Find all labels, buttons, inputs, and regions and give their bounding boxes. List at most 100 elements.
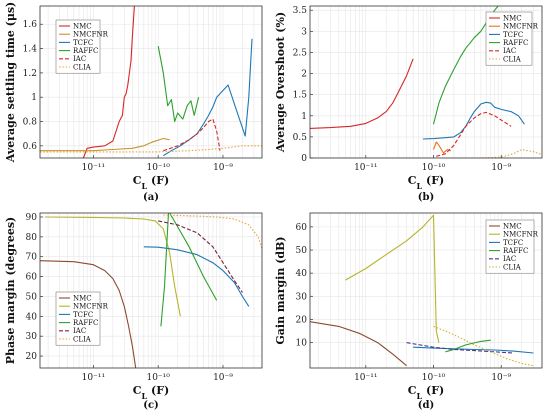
series-line-nmc bbox=[310, 58, 414, 129]
legend-entry-tcfc: TCFC bbox=[503, 31, 523, 39]
series-line-nmc bbox=[82, 6, 135, 158]
legend-entry-raffc: RAFFC bbox=[73, 47, 98, 55]
plot-frame bbox=[39, 212, 263, 369]
y-axis-label: Phase margin (degrees) bbox=[4, 217, 17, 364]
x-tick-label: 10⁻¹⁰ bbox=[422, 373, 446, 383]
series-line-tcfc bbox=[163, 38, 253, 157]
series-line-clia bbox=[163, 214, 262, 249]
y-tick-label: 0 bbox=[301, 154, 307, 164]
x-tick-label: 10⁻¹¹ bbox=[82, 373, 105, 383]
x-tick-label: 10⁻¹¹ bbox=[82, 163, 105, 173]
y-tick-label: 1.4 bbox=[23, 45, 38, 55]
legend-entry-clia: CLIA bbox=[503, 263, 522, 271]
series-line-nmc bbox=[310, 321, 407, 367]
grid bbox=[310, 6, 543, 159]
x-tick-label: 10⁻¹⁰ bbox=[422, 163, 446, 173]
legend-entry-iac: IAC bbox=[73, 327, 86, 335]
y-tick-label: 20 bbox=[26, 352, 38, 362]
y-tick-label: 0.6 bbox=[23, 142, 38, 152]
panel-a: 10⁻¹¹ 10⁻¹⁰ 10⁻⁹ 0.6 0.8 1 1.2 1.4 1.6 CL (F) Aver… bbox=[4, 2, 263, 203]
y-tick-label: 1.2 bbox=[23, 69, 37, 79]
series-line-tcfc bbox=[413, 346, 534, 354]
legend-entry-raffc: RAFFC bbox=[503, 247, 528, 255]
x-tick-label: 10⁻¹⁰ bbox=[146, 163, 170, 173]
series-line-clia bbox=[433, 325, 534, 367]
legend-entry-nmc: NMC bbox=[503, 222, 522, 230]
y-tick-label: 50 bbox=[26, 292, 38, 302]
legend-entry-iac: IAC bbox=[503, 255, 516, 263]
y-tick-label: 1.6 bbox=[23, 20, 38, 30]
y-tick-label: 10 bbox=[296, 339, 308, 349]
y-axis-label: Average settling time (μs) bbox=[4, 2, 17, 164]
legend-box bbox=[55, 291, 101, 346]
y-tick-label: 1.5 bbox=[293, 91, 308, 101]
series-group bbox=[310, 214, 534, 367]
series-line-nmcfnr bbox=[40, 137, 170, 152]
x-axis-label: CL (F) bbox=[408, 384, 444, 401]
x-axis-label: CL (F) bbox=[133, 174, 169, 191]
series-line-raffc bbox=[445, 339, 491, 353]
y-tick-label: 40 bbox=[26, 312, 38, 322]
y-tick-label: 60 bbox=[296, 223, 308, 233]
plot-frame bbox=[309, 212, 543, 369]
panel-caption: (c) bbox=[143, 400, 159, 411]
panel-caption: (d) bbox=[418, 400, 434, 411]
series-line-clia bbox=[310, 149, 542, 158]
legend-entry-clia: CLIA bbox=[503, 55, 522, 63]
panel-c: 10⁻¹¹ 10⁻¹⁰ 10⁻⁹ 20 30 40 50 60 70 80 90 CL (F) Phas… bbox=[4, 212, 263, 411]
y-axis-label: Gain margin (dB) bbox=[274, 236, 287, 344]
y-tick-label: 70 bbox=[26, 253, 38, 263]
legend-box bbox=[55, 19, 101, 74]
series-line-nmcfnr bbox=[432, 141, 451, 154]
y-axis-label: Average Overshoot (%) bbox=[274, 12, 287, 153]
legend-entry-clia: CLIA bbox=[73, 63, 92, 71]
y-tick-label: 0.8 bbox=[23, 118, 38, 128]
y-tick-label: 20 bbox=[296, 315, 308, 325]
legend-entry-nmc: NMC bbox=[503, 14, 522, 22]
panel-b: 10⁻¹¹ 10⁻¹⁰ 10⁻⁹ 0 0.5 1 1.5 2 2.5 3 3.5 CL (F) Aver… bbox=[274, 5, 543, 203]
legend-box bbox=[485, 219, 535, 274]
y-tick-label: 60 bbox=[26, 273, 38, 283]
y-tick-label: 30 bbox=[26, 332, 38, 342]
series-line-tcfc bbox=[422, 101, 525, 140]
y-tick-label: 80 bbox=[26, 233, 38, 243]
x-tick-label: 10⁻⁹ bbox=[491, 373, 511, 383]
legend-entry-tcfc: TCFC bbox=[73, 311, 93, 319]
legend-entry-raffc: RAFFC bbox=[503, 39, 528, 47]
legend-entry-nmcfnr: NMCFNR bbox=[503, 23, 539, 31]
legend-entry-nmcfnr: NMCFNR bbox=[503, 231, 539, 239]
y-tick-label: 3.5 bbox=[293, 6, 308, 16]
x-tick-label: 10⁻⁹ bbox=[213, 373, 233, 383]
series-line-nmcfnr bbox=[45, 216, 181, 317]
series-line-clia bbox=[40, 145, 262, 153]
series-line-nmc bbox=[40, 260, 137, 368]
series-line-iac bbox=[406, 342, 514, 354]
legend-entry-tcfc: TCFC bbox=[73, 39, 93, 47]
y-tick-label: 90 bbox=[26, 213, 38, 223]
series-line-tcfc bbox=[143, 246, 250, 307]
panel-d: 10⁻¹¹ 10⁻¹⁰ 10⁻⁹ 10 20 30 40 50 60 CL (F) Gain mar… bbox=[274, 212, 543, 411]
series-line-iac bbox=[436, 111, 512, 157]
y-tick-label: 30 bbox=[296, 292, 308, 302]
x-axis-label: CL (F) bbox=[133, 384, 169, 401]
y-tick-label: 2.5 bbox=[293, 48, 308, 58]
y-tick-label: 1 bbox=[301, 112, 307, 122]
legend-entry-clia: CLIA bbox=[73, 335, 92, 343]
series-group bbox=[40, 6, 262, 158]
series-group bbox=[40, 213, 262, 368]
legend-entry-tcfc: TCFC bbox=[503, 239, 523, 247]
y-tick-label: 50 bbox=[296, 246, 308, 256]
series-line-nmcfnr bbox=[345, 214, 440, 343]
plot-frame bbox=[309, 5, 543, 159]
legend-entry-nmcfnr: NMCFNR bbox=[73, 31, 109, 39]
x-tick-label: 10⁻⁹ bbox=[213, 163, 233, 173]
legend-entry-iac: IAC bbox=[503, 47, 516, 55]
legend-entry-raffc: RAFFC bbox=[73, 319, 98, 327]
y-tick-label: 1 bbox=[31, 93, 37, 103]
x-tick-label: 10⁻¹¹ bbox=[354, 373, 377, 383]
y-tick-label: 3 bbox=[301, 27, 307, 37]
legend-box bbox=[485, 11, 533, 66]
